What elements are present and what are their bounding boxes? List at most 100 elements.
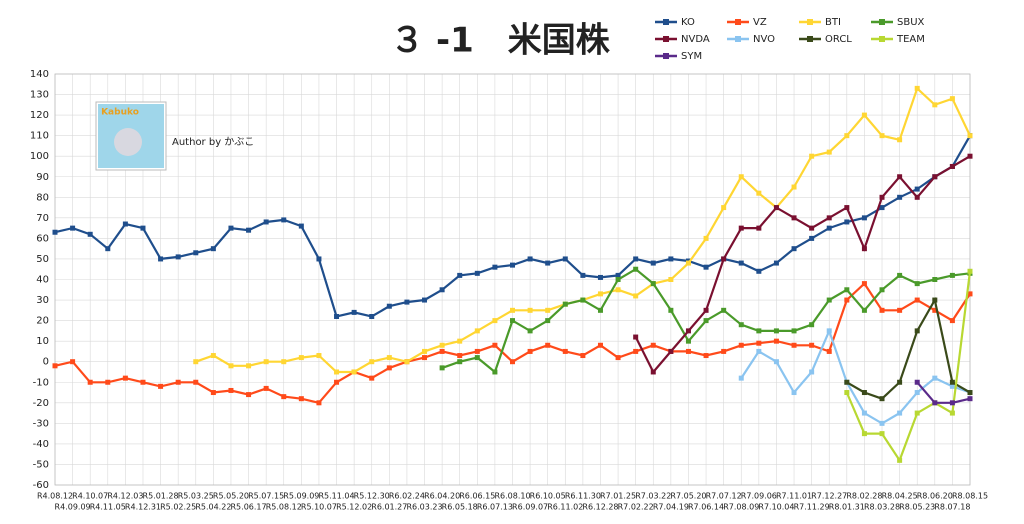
data-point — [897, 174, 903, 180]
data-point — [844, 205, 850, 211]
data-point — [474, 270, 480, 276]
data-point — [914, 379, 920, 385]
data-point — [510, 359, 515, 365]
legend-label: TEAM — [896, 34, 925, 45]
y-tick-label: 60 — [36, 233, 49, 244]
data-point — [668, 348, 674, 354]
y-tick-label: 100 — [30, 151, 49, 162]
data-point — [967, 396, 973, 402]
data-point — [809, 225, 815, 231]
x-tick-label: R8.04.25 — [882, 492, 918, 501]
data-point — [826, 149, 832, 155]
series-line — [916, 381, 971, 404]
data-point — [140, 379, 146, 385]
data-point — [422, 348, 428, 354]
data-point — [597, 307, 603, 313]
data-point — [650, 342, 656, 348]
data-point — [791, 390, 797, 396]
data-point — [650, 260, 656, 266]
data-point — [439, 365, 445, 371]
logo-cat — [114, 128, 142, 156]
data-point — [386, 365, 392, 371]
data-point — [685, 338, 691, 344]
data-point — [738, 342, 744, 348]
data-point — [562, 348, 568, 354]
x-tick-label: R6.07.13 — [477, 503, 513, 512]
y-tick-label: -20 — [33, 398, 49, 409]
data-point — [914, 85, 920, 91]
data-point — [668, 277, 674, 282]
data-point — [738, 375, 744, 381]
series-line — [846, 296, 971, 400]
data-point — [510, 318, 515, 324]
data-point — [914, 410, 920, 416]
y-tick-label: 0 — [43, 357, 49, 368]
data-point — [668, 307, 674, 313]
series-line — [845, 271, 972, 463]
data-point — [122, 221, 128, 227]
data-point — [861, 281, 867, 287]
data-point — [351, 369, 357, 375]
data-point — [351, 309, 357, 315]
data-point — [932, 400, 938, 406]
data-point — [703, 264, 709, 270]
x-tick-label: R4.12.31 — [125, 503, 161, 512]
data-point — [298, 396, 304, 402]
data-point — [281, 394, 287, 400]
legend-label: NVDA — [681, 34, 710, 45]
data-point — [439, 287, 445, 293]
x-tick-label: R5.02.25 — [160, 503, 196, 512]
data-point — [738, 322, 744, 328]
data-point — [967, 268, 973, 274]
legend-marker — [807, 36, 813, 42]
data-point — [879, 307, 885, 313]
data-point — [580, 297, 586, 303]
y-tick-label: 50 — [36, 254, 49, 265]
data-point — [633, 256, 639, 262]
legend-marker — [663, 19, 669, 25]
data-point — [246, 363, 252, 369]
x-tick-label: R6.04.20 — [424, 492, 460, 501]
data-point — [492, 342, 498, 348]
data-point — [52, 229, 58, 235]
data-point — [685, 260, 691, 266]
data-point — [246, 227, 252, 233]
data-point — [932, 102, 938, 108]
data-point — [263, 359, 269, 365]
data-point — [545, 342, 551, 348]
x-tick-label: R7.11.01 — [776, 492, 812, 501]
data-point — [703, 318, 709, 324]
y-tick-label: -30 — [33, 418, 49, 429]
x-tick-label: R7.12.27 — [811, 492, 847, 501]
data-point — [809, 369, 815, 375]
x-tick-label: R6.08.10 — [494, 492, 530, 501]
data-point — [70, 225, 76, 231]
y-tick-label: 70 — [36, 213, 49, 224]
data-point — [809, 153, 815, 159]
data-point — [105, 379, 111, 385]
data-point — [122, 375, 128, 381]
data-point — [175, 254, 181, 260]
data-point — [580, 353, 586, 359]
data-point — [316, 256, 322, 262]
x-tick-label: R5.12.30 — [354, 492, 390, 501]
x-tick-label: R8.03.28 — [864, 503, 900, 512]
x-tick-label: R5.05.20 — [213, 492, 249, 501]
data-point — [861, 307, 867, 313]
data-point — [809, 235, 815, 241]
data-point — [334, 379, 340, 385]
data-point — [386, 303, 392, 309]
data-point — [949, 400, 955, 406]
x-tick-label: R8.02.28 — [846, 492, 882, 501]
data-point — [844, 287, 850, 293]
legend-marker — [735, 36, 741, 42]
data-point — [756, 340, 762, 346]
legend-marker — [663, 53, 669, 59]
data-point — [193, 250, 199, 256]
data-point — [404, 299, 410, 305]
x-tick-label: R5.01.28 — [143, 492, 179, 501]
x-tick-label: R7.05.20 — [670, 492, 706, 501]
data-point — [826, 328, 832, 334]
data-point — [932, 277, 938, 282]
